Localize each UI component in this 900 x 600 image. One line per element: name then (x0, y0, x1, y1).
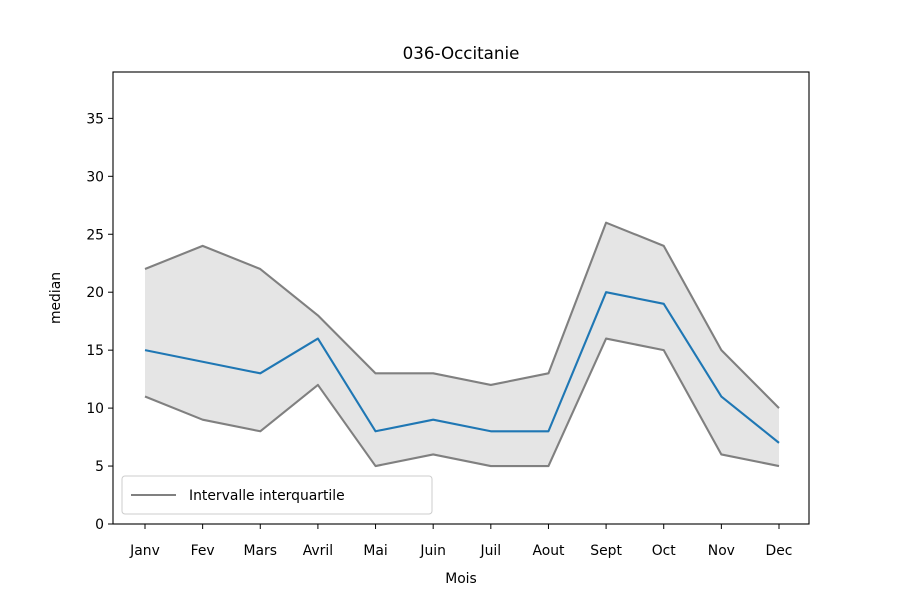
legend-label: Intervalle interquartile (189, 488, 345, 504)
x-tick-label: Juil (480, 543, 502, 559)
x-tick-label: Nov (708, 543, 735, 559)
x-tick-label: Dec (766, 543, 793, 559)
interquartile-band (145, 222, 779, 467)
y-tick-label: 35 (86, 111, 104, 127)
q1-line (144, 337, 780, 468)
legend: Intervalle interquartile (121, 475, 433, 515)
y-axis: 0 5 10 15 20 25 30 35 (86, 111, 113, 533)
x-tick-label: Mars (244, 543, 277, 559)
x-axis: Janv Fev Mars Avril Mai Juin Juil Aout Sept Oct No… (129, 524, 792, 559)
plot-frame (112, 71, 810, 525)
legend-box (121, 475, 433, 515)
series-lines-layer (144, 221, 780, 468)
y-axis-title: median (48, 272, 64, 324)
x-tick-label: Oct (652, 543, 677, 559)
y-tick-label: 10 (86, 401, 104, 417)
interquartile-band-layer (145, 222, 779, 467)
x-tick-label: Fev (191, 543, 215, 559)
x-tick-label: Janv (129, 543, 160, 559)
y-tick-label: 25 (86, 227, 104, 243)
y-tick-label: 5 (95, 459, 104, 475)
q3-line (144, 221, 780, 409)
y-tick-label: 15 (86, 343, 104, 359)
y-tick-label: 0 (95, 517, 104, 533)
x-tick-label: Avril (303, 543, 333, 559)
x-tick-label: Sept (590, 543, 622, 559)
y-tick-label: 30 (86, 169, 104, 185)
median-line (144, 291, 780, 444)
x-tick-label: Juin (419, 543, 446, 559)
x-tick-label: Aout (532, 543, 565, 559)
x-tick-label: Mai (363, 543, 387, 559)
y-tick-label: 20 (86, 285, 104, 301)
x-axis-title: Mois (445, 571, 477, 587)
chart-title: 036-Occitanie (403, 43, 520, 63)
